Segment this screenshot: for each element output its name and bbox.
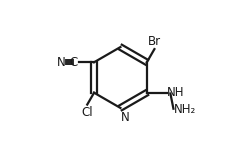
- Text: C: C: [70, 56, 78, 69]
- Text: N: N: [121, 111, 130, 124]
- Text: Cl: Cl: [82, 106, 93, 119]
- Text: Br: Br: [148, 35, 161, 48]
- Text: NH₂: NH₂: [174, 103, 197, 116]
- Text: NH: NH: [167, 86, 185, 99]
- Text: N: N: [56, 56, 65, 69]
